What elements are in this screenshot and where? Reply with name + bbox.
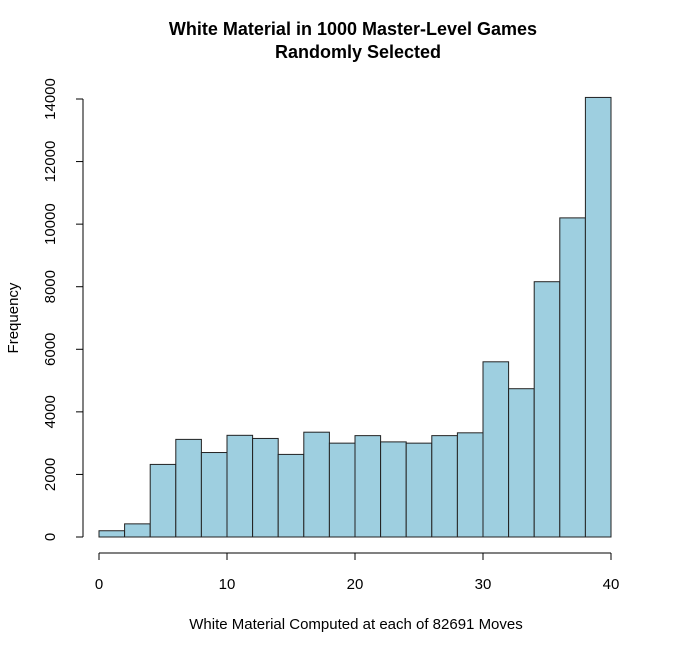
histogram-bar (354, 435, 382, 538)
x-tick-label: 20 (347, 576, 364, 593)
y-tick-label: 12000 (42, 141, 59, 183)
y-tick-label: 6000 (42, 333, 59, 366)
chart-title: White Material in 1000 Master-Level Game… (169, 19, 537, 39)
x-axis: 0 10 20 30 40 (95, 552, 620, 593)
histogram-bar (124, 523, 151, 538)
x-tick-label: 30 (475, 576, 492, 593)
histogram-bar (380, 441, 407, 538)
histogram-bar (508, 388, 535, 538)
x-tick-label: 10 (219, 576, 236, 593)
histogram-bar (533, 281, 561, 538)
y-tick-label: 8000 (42, 270, 59, 303)
histogram-bar (482, 361, 510, 538)
chart-subtitle: Randomly Selected (275, 42, 441, 62)
x-axis-label: White Material Computed at each of 82691… (189, 616, 523, 633)
y-tick-label: 10000 (42, 203, 59, 245)
histogram-bar (175, 438, 202, 538)
bars-group (98, 96, 612, 538)
histogram-bar (328, 442, 356, 538)
y-tick-label: 0 (42, 533, 59, 541)
y-axis-label: Frequency (5, 282, 22, 353)
y-tick-label: 2000 (42, 458, 59, 491)
histogram-bar (559, 217, 586, 538)
y-tick-label: 14000 (42, 78, 59, 120)
histogram-bar (303, 431, 330, 538)
histogram-bar (226, 434, 254, 538)
histogram-bar (456, 432, 484, 538)
x-tick-label: 0 (95, 576, 103, 593)
histogram-bar (200, 452, 228, 538)
histogram-bar (405, 442, 433, 538)
y-tick-label: 4000 (42, 395, 59, 428)
histogram-bar (584, 96, 612, 538)
y-axis: 0 2000 4000 6000 8000 10000 12000 14000 (42, 78, 84, 541)
x-tick-label: 40 (603, 576, 620, 593)
histogram-bar (98, 530, 126, 538)
histogram-bar (149, 463, 177, 538)
histogram-bar (277, 453, 305, 538)
histogram-bar (431, 435, 458, 538)
histogram-bar (252, 437, 279, 538)
